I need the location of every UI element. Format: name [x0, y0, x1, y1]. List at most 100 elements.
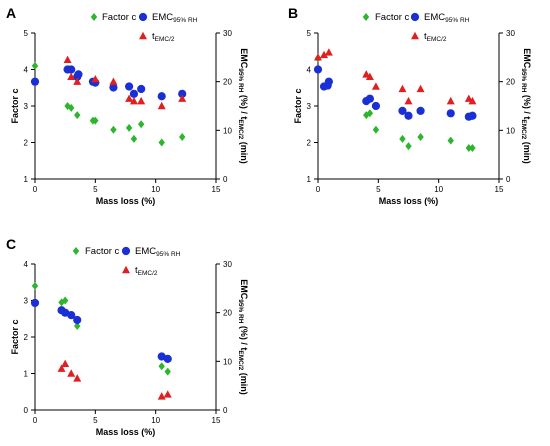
y-left-tick-label: 1: [307, 175, 312, 184]
label-text: t: [152, 31, 155, 42]
data-point: [416, 84, 425, 93]
legend-marker: [121, 246, 131, 256]
label-text: (min): [239, 139, 249, 164]
y-left-tick-label: 4: [24, 260, 29, 269]
data-point: [398, 106, 407, 115]
y-right-tick-label: 0: [506, 175, 511, 184]
x-tick-label: 10: [151, 416, 160, 425]
data-point: [137, 84, 146, 94]
y-left-tick-label: 3: [24, 297, 29, 306]
data-point: [74, 70, 83, 79]
label-text: EMC: [424, 12, 445, 23]
x-tick-label: 5: [93, 185, 98, 194]
subscript-text: EMC/2: [155, 36, 175, 43]
x-tick-label: 5: [376, 185, 381, 194]
subscript-text: EMC/2: [237, 119, 244, 139]
subscript-text: EMC/2: [520, 119, 527, 139]
y-axis-right-title: EMC95% RH (%) / tEMC/2 (min): [520, 48, 532, 164]
y-axis-left-title: Factor c: [293, 88, 303, 123]
data-point: [91, 75, 100, 83]
y-left-tick-label: 4: [24, 66, 29, 75]
data-point: [129, 96, 138, 105]
data-point: [125, 82, 134, 91]
data-point: [30, 298, 40, 308]
series-triangle: [314, 48, 477, 105]
label-text: (%) / t: [522, 92, 532, 119]
data-point: [130, 134, 138, 143]
data-point: [179, 133, 186, 142]
y-left-tick-label: 1: [24, 370, 29, 379]
legend-marker: [411, 31, 419, 40]
data-point: [68, 103, 75, 112]
data-point: [398, 84, 407, 93]
y-axis-right-title: EMC95% RH (%) / tEMC/2 (min): [237, 48, 249, 164]
legend-marker: [139, 31, 147, 40]
y-right-tick-label: 30: [506, 29, 515, 38]
data-point: [164, 367, 171, 376]
y-axis-left-title: Factor c: [10, 319, 20, 354]
legend-label: EMC95% RH: [152, 12, 198, 24]
data-point: [365, 72, 374, 80]
label-text: Factor c: [85, 246, 120, 257]
data-point: [67, 311, 76, 320]
series-triangle: [63, 55, 187, 110]
y-right-tick-label: 10: [223, 357, 232, 366]
x-tick-label: 15: [495, 185, 504, 194]
data-point: [57, 364, 66, 372]
legend-label: tEMC/2: [424, 31, 447, 43]
data-point: [73, 374, 82, 382]
data-point: [178, 94, 187, 102]
data-point: [468, 96, 477, 105]
data-point: [74, 322, 81, 331]
legend-label: Factor c: [375, 12, 410, 23]
data-point: [399, 134, 406, 143]
data-point: [372, 125, 380, 134]
data-point: [416, 106, 425, 115]
data-point: [67, 369, 76, 377]
panel-label: B: [288, 5, 298, 21]
data-point: [405, 142, 412, 151]
data-point: [469, 143, 476, 152]
data-point: [73, 315, 82, 325]
y-left-tick-label: 2: [307, 139, 312, 148]
data-point: [125, 123, 133, 132]
label-text: EMC: [239, 48, 249, 69]
data-point: [67, 65, 76, 74]
y-right-tick-label: 10: [223, 126, 232, 135]
y-right-tick-label: 10: [506, 126, 515, 135]
y-axis-right-title: EMC95% RH (%) / tEMC/2 (min): [237, 279, 249, 395]
data-point: [109, 77, 118, 85]
data-point: [31, 61, 39, 70]
label-text: (min): [239, 370, 249, 395]
subscript-text: 95% RH: [237, 299, 244, 324]
data-point: [324, 77, 333, 86]
subscript-text: 95% RH: [237, 68, 244, 93]
data-point: [163, 354, 172, 363]
data-point: [157, 92, 166, 101]
y-left-tick-label: 2: [24, 139, 29, 148]
label-text: t: [135, 265, 138, 276]
series-circle: [30, 65, 187, 101]
x-tick-label: 0: [33, 185, 38, 194]
data-point: [417, 133, 424, 142]
x-tick-label: 0: [316, 185, 321, 194]
x-axis-title: Mass loss (%): [96, 427, 156, 437]
data-point: [320, 50, 329, 59]
subscript-text: EMC/2: [237, 350, 244, 370]
subscript-text: 95% RH: [445, 17, 470, 24]
data-point: [31, 281, 39, 290]
y-left-tick-label: 5: [24, 29, 29, 38]
legend-marker: [72, 247, 80, 255]
y-right-tick-label: 30: [223, 29, 232, 38]
data-point: [366, 109, 374, 118]
data-point: [468, 111, 477, 120]
data-point: [137, 120, 145, 129]
x-tick-label: 10: [151, 185, 160, 194]
data-point: [157, 101, 166, 110]
data-point: [67, 72, 76, 80]
x-axis-title: Mass loss (%): [379, 196, 439, 206]
data-point: [58, 298, 65, 307]
y-left-tick-label: 2: [24, 333, 29, 342]
